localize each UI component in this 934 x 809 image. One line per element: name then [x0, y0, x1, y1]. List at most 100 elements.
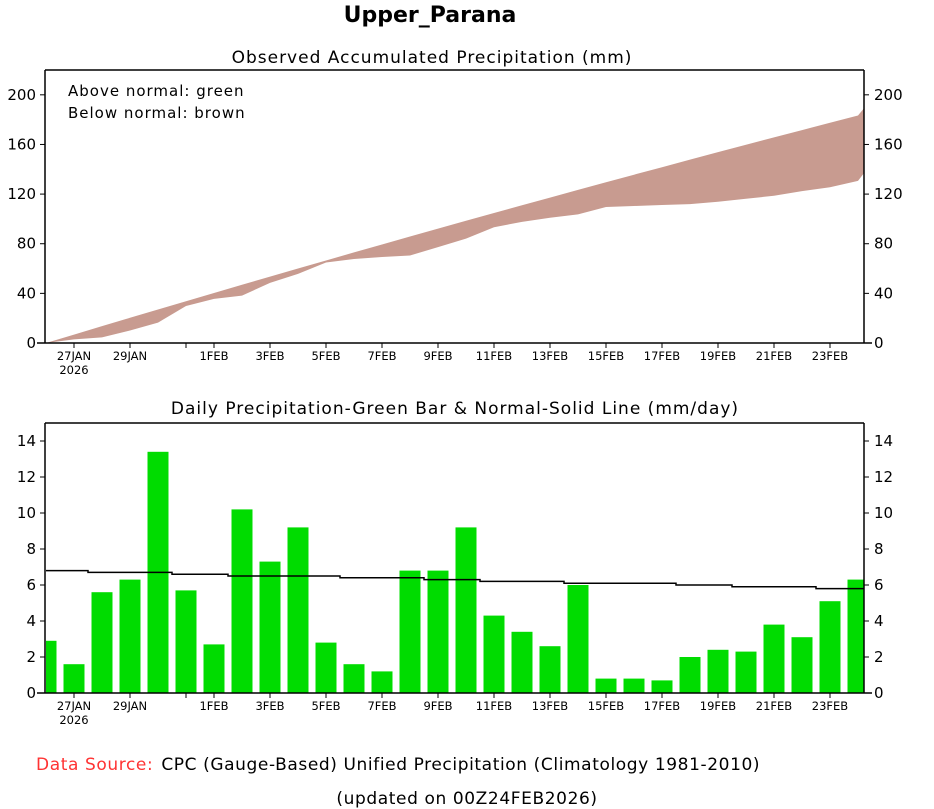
below-normal-segment [326, 252, 354, 263]
y-tick-label-left: 6 [26, 576, 36, 594]
y-tick-label-left: 200 [7, 86, 36, 104]
daily-chart-title: Daily Precipitation-Green Bar & Normal-S… [171, 399, 739, 419]
x-tick-label: 29JAN [113, 349, 147, 363]
below-normal-segment [410, 228, 438, 256]
daily-bar [623, 678, 645, 693]
y-tick-label-left: 0 [26, 334, 36, 352]
below-normal-segment [130, 309, 158, 331]
y-tick-label-right: 10 [874, 504, 893, 522]
data-source-label: Data Source: [36, 755, 153, 775]
daily-bar [511, 631, 533, 693]
page-title: Upper_Parana [344, 3, 517, 28]
y-tick-label-right: 0 [874, 334, 884, 352]
y-tick-label-right: 4 [874, 612, 884, 630]
y-tick-label-left: 40 [17, 284, 36, 302]
daily-bar [287, 527, 309, 693]
daily-bar [567, 585, 589, 693]
y-tick-label-right: 200 [874, 86, 903, 104]
x-tick-label: 23FEB [812, 349, 849, 363]
x-tick-label: 23FEB [812, 699, 849, 713]
daily-bar [847, 579, 864, 693]
below-normal-segment [438, 220, 466, 248]
data-source-text: CPC (Gauge-Based) Unified Precipitation … [161, 755, 760, 775]
updated-timestamp: (updated on 00Z24FEB2026) [336, 789, 597, 809]
below-normal-segment [466, 213, 494, 239]
below-normal-segment [634, 167, 662, 206]
x-tick-label: 9FEB [423, 699, 452, 713]
accum-chart-title: Observed Accumulated Precipitation (mm) [232, 48, 633, 68]
y-tick-label-left: 12 [17, 468, 36, 486]
x-tick-label: 21FEB [756, 699, 793, 713]
y-tick-label-left: 2 [26, 648, 36, 666]
x-tick-label: 17FEB [644, 699, 681, 713]
daily-bar [63, 664, 85, 693]
daily-bar [231, 509, 253, 693]
below-normal-segment [74, 326, 102, 340]
daily-bar [371, 671, 393, 693]
x-tick-label: 21FEB [756, 349, 793, 363]
below-normal-segment [550, 189, 578, 218]
daily-bar [203, 644, 225, 693]
y-tick-label-right: 2 [874, 648, 884, 666]
x-tick-label: 1FEB [199, 699, 228, 713]
daily-bar [119, 579, 141, 693]
daily-bar [259, 561, 281, 693]
daily-bar [455, 527, 477, 693]
x-tick-label: 27JAN [57, 349, 91, 363]
x-tick-label: 3FEB [255, 699, 284, 713]
daily-bar [595, 678, 617, 693]
below-normal-segment [242, 276, 270, 296]
below-normal-segment [158, 301, 186, 323]
daily-bar [427, 570, 449, 693]
x-tick-label: 7FEB [367, 699, 396, 713]
daily-bar [791, 637, 813, 693]
y-tick-label-left: 160 [7, 135, 36, 153]
y-tick-label-left: 10 [17, 504, 36, 522]
x-tick-label: 5FEB [311, 349, 340, 363]
daily-bar [651, 680, 673, 693]
x-tick-label: 3FEB [255, 349, 284, 363]
daily-bar [539, 646, 561, 693]
below-normal-segment [578, 182, 606, 215]
daily-bar [91, 592, 113, 693]
y-tick-label-left: 0 [26, 684, 36, 702]
below-normal-segment [522, 197, 550, 222]
below-normal-segment [606, 174, 634, 207]
y-tick-label-left: 14 [17, 432, 36, 450]
x-tick-label: 19FEB [700, 349, 737, 363]
x-tick-sublabel: 2026 [59, 713, 88, 727]
daily-bar [343, 664, 365, 693]
below-normal-segment [382, 236, 410, 257]
y-tick-label-right: 80 [874, 235, 893, 253]
y-tick-label-right: 6 [874, 576, 884, 594]
daily-bar [483, 615, 505, 693]
x-tick-label: 15FEB [588, 349, 625, 363]
below-normal-segment [690, 152, 718, 205]
x-tick-label: 5FEB [311, 699, 340, 713]
below-normal-segment [746, 137, 774, 199]
below-normal-segment [774, 130, 802, 196]
x-tick-label: 9FEB [423, 349, 452, 363]
below-normal-segment [494, 205, 522, 228]
x-tick-label: 29JAN [113, 699, 147, 713]
x-tick-label: 7FEB [367, 349, 396, 363]
x-tick-label: 11FEB [476, 349, 513, 363]
below-normal-segment [830, 115, 858, 188]
daily-bar [707, 649, 729, 693]
x-tick-label: 13FEB [532, 699, 569, 713]
x-tick-sublabel: 2026 [59, 363, 88, 377]
below-normal-segment [354, 244, 382, 259]
daily-bar [679, 657, 701, 693]
below-normal-segment [662, 159, 690, 205]
y-tick-label-right: 12 [874, 468, 893, 486]
daily-bar [735, 651, 757, 693]
daily-bar [763, 624, 785, 693]
below-normal-segment [858, 108, 864, 181]
below-normal-segment [186, 293, 214, 306]
daily-bar [399, 570, 421, 693]
x-tick-label: 15FEB [588, 699, 625, 713]
x-tick-label: 11FEB [476, 699, 513, 713]
below-normal-segment [46, 334, 74, 343]
